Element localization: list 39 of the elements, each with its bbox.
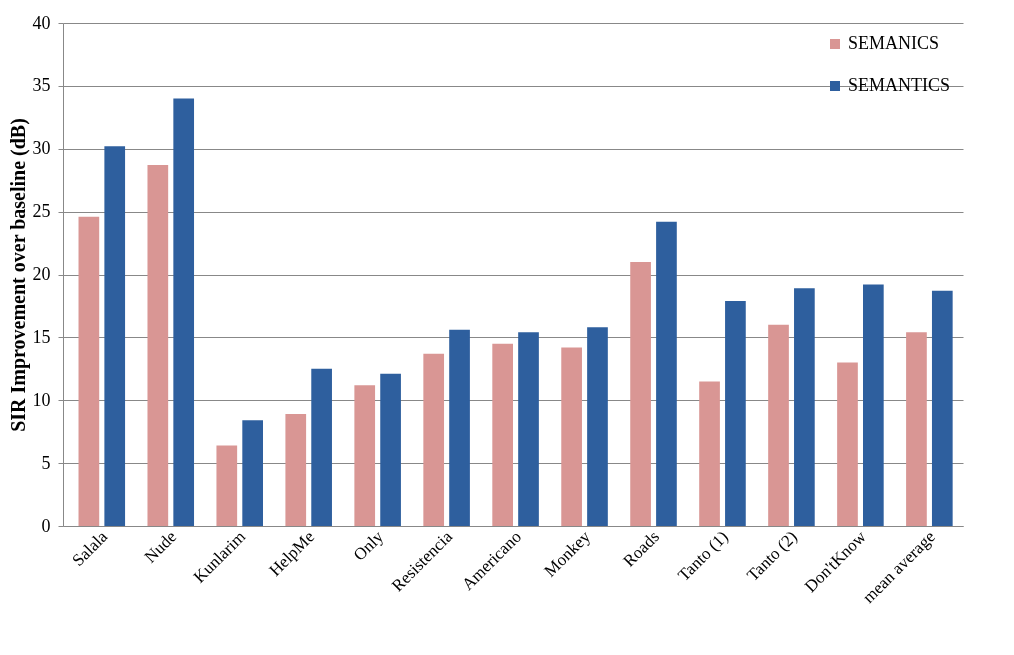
bar xyxy=(354,385,376,526)
y-tick-label: 30 xyxy=(32,138,51,159)
bar xyxy=(561,347,582,526)
y-tick-label: 5 xyxy=(41,452,51,473)
y-tick-label: 35 xyxy=(32,75,51,96)
bar xyxy=(147,165,169,526)
y-tick-label: 40 xyxy=(32,12,51,33)
bar xyxy=(449,329,470,526)
y-tick-label: 10 xyxy=(32,389,51,410)
bar xyxy=(931,290,953,526)
legend-label: SEMANICS xyxy=(848,33,940,53)
bar xyxy=(423,353,445,526)
bar xyxy=(725,300,746,526)
bar xyxy=(656,221,677,526)
bar xyxy=(518,332,539,526)
bar xyxy=(173,98,195,526)
y-tick-label: 15 xyxy=(32,326,51,347)
bar xyxy=(794,288,815,526)
y-tick-label: 0 xyxy=(41,515,51,536)
bar xyxy=(216,445,238,526)
bar xyxy=(242,420,263,526)
bar xyxy=(906,332,927,526)
bar xyxy=(104,146,126,526)
bar xyxy=(768,324,789,526)
bar xyxy=(311,368,332,526)
bar xyxy=(587,327,608,526)
bar xyxy=(285,414,307,526)
y-tick-label: 20 xyxy=(32,264,51,284)
y-tick-label: 25 xyxy=(32,201,51,222)
bar xyxy=(863,284,884,526)
bar xyxy=(699,381,720,526)
legend-label: SEMANTICS xyxy=(848,75,951,95)
bar xyxy=(837,362,858,526)
y-axis-title: SIR Improvement over baseline (dB) xyxy=(6,118,30,432)
bar xyxy=(630,261,651,526)
bar xyxy=(380,373,401,526)
bar xyxy=(492,343,513,526)
x-tick-label: Only xyxy=(349,526,388,565)
bar xyxy=(78,216,100,526)
